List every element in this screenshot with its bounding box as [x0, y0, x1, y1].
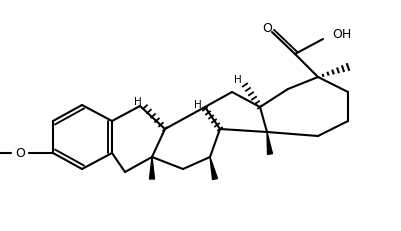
Text: OH: OH: [331, 28, 350, 41]
Text: O: O: [261, 22, 271, 35]
Text: H: H: [134, 97, 142, 106]
Text: H: H: [194, 100, 201, 109]
Text: H: H: [233, 75, 241, 85]
Polygon shape: [266, 132, 272, 155]
Polygon shape: [149, 157, 154, 179]
Polygon shape: [209, 157, 217, 180]
Text: O: O: [15, 147, 25, 160]
